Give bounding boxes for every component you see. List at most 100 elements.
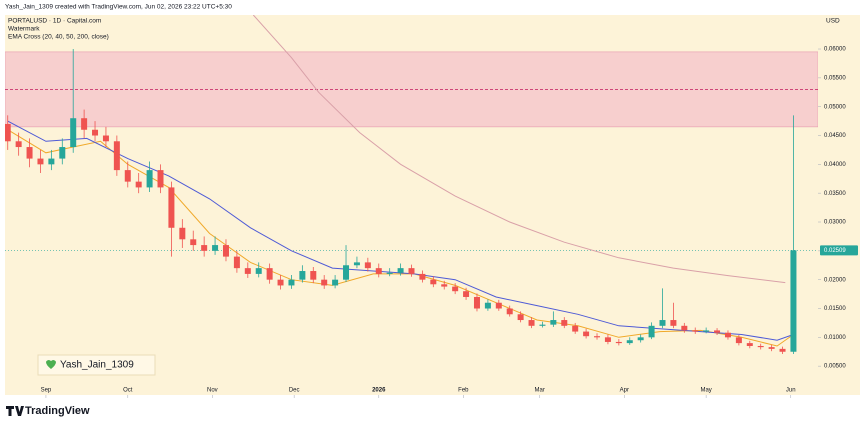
candle-body <box>637 337 644 341</box>
candle <box>670 302 677 329</box>
candle-body <box>779 348 786 352</box>
x-tick-label: Apr <box>620 388 629 394</box>
candle-body <box>266 268 273 280</box>
candle <box>484 299 491 311</box>
brand-logo <box>6 406 24 416</box>
x-tick-label: Dec <box>289 388 300 394</box>
candle-body <box>15 141 22 148</box>
candle <box>321 275 328 289</box>
candle <box>386 268 393 277</box>
candle <box>452 283 459 295</box>
candle-body <box>48 158 55 165</box>
candle <box>790 115 797 355</box>
candle-body <box>430 279 437 285</box>
y-tick-label: 0.06000 <box>824 47 846 53</box>
y-tick-label: 0.01500 <box>824 306 846 312</box>
currency: USD <box>826 18 840 25</box>
candle-body <box>463 291 470 297</box>
candle <box>179 219 186 248</box>
candle <box>539 321 546 328</box>
candle <box>463 287 470 300</box>
y-tick-label: 0.05500 <box>824 75 846 81</box>
candle <box>299 265 306 283</box>
price-axis-background <box>818 15 860 395</box>
candle <box>528 317 535 329</box>
x-tick-label: Jun <box>786 388 796 394</box>
candle-body <box>659 320 666 326</box>
candle-body <box>310 271 317 280</box>
candle <box>397 263 404 276</box>
x-tick-label: Sep <box>41 388 52 394</box>
candle-body <box>594 336 601 338</box>
candle <box>59 138 66 165</box>
y-tick-label: 0.02000 <box>824 277 846 283</box>
candle <box>222 239 229 262</box>
candle-body <box>670 320 677 326</box>
candle <box>37 149 44 173</box>
candle-body <box>59 147 66 159</box>
x-tick-label: 2026 <box>372 388 386 394</box>
ema-line <box>252 15 786 284</box>
candle-body <box>26 147 33 159</box>
candle-body <box>70 118 77 148</box>
candle <box>746 340 753 349</box>
candle <box>681 322 688 333</box>
candle-body <box>626 340 633 344</box>
candle-body <box>724 332 731 338</box>
brand: TradingView <box>6 405 90 417</box>
candle-body <box>572 325 579 332</box>
candle <box>233 250 240 273</box>
candle-body <box>37 158 44 165</box>
candle <box>648 322 655 340</box>
candle <box>157 164 164 194</box>
candle <box>703 327 710 334</box>
heart-icon <box>46 360 56 369</box>
candle-body <box>473 296 480 309</box>
candle-body <box>648 325 655 338</box>
candle <box>26 138 33 168</box>
candle <box>441 280 448 290</box>
x-tick-label: May <box>700 388 711 394</box>
candle-body <box>299 271 306 280</box>
candle-body <box>692 330 699 332</box>
candle-body <box>681 325 688 331</box>
candle-body <box>332 279 339 286</box>
candle-body <box>124 170 131 182</box>
candle-body <box>5 123 11 142</box>
candle <box>550 311 557 327</box>
brand-name: TradingView <box>25 405 90 417</box>
candle-body <box>714 330 721 333</box>
candle-body <box>419 273 426 280</box>
y-tick-label: 0.03500 <box>824 191 846 197</box>
candle <box>430 276 437 288</box>
candle-body <box>408 268 415 274</box>
candle <box>517 311 524 323</box>
x-tick-label: Nov <box>207 388 218 394</box>
watermark-frame <box>37 354 156 376</box>
y-tick-label: 0.03000 <box>824 220 846 226</box>
x-tick-label: Oct <box>123 388 133 394</box>
candle-body <box>277 279 284 286</box>
candle <box>495 299 502 311</box>
candle <box>255 262 262 278</box>
x-tick-label: Mar <box>535 388 545 394</box>
candle <box>310 266 317 284</box>
candle <box>615 339 622 346</box>
candle <box>714 328 721 336</box>
candle-body <box>233 256 240 269</box>
candle-body <box>604 337 611 342</box>
candle-body <box>539 324 546 326</box>
last-price-tag <box>820 245 858 256</box>
candle <box>561 317 568 329</box>
candle-body <box>735 337 742 344</box>
candle <box>81 109 88 139</box>
candle <box>146 161 153 193</box>
candle <box>201 236 208 257</box>
indicator-label: EMA Cross (20, 40, 50, 200, close) <box>8 34 109 41</box>
y-tick-label: 0.04500 <box>824 133 846 139</box>
candle-body <box>790 250 797 352</box>
candle <box>692 327 699 334</box>
candle <box>48 149 55 171</box>
candle-body <box>353 262 360 266</box>
y-tick-label: 0.04000 <box>824 162 846 168</box>
